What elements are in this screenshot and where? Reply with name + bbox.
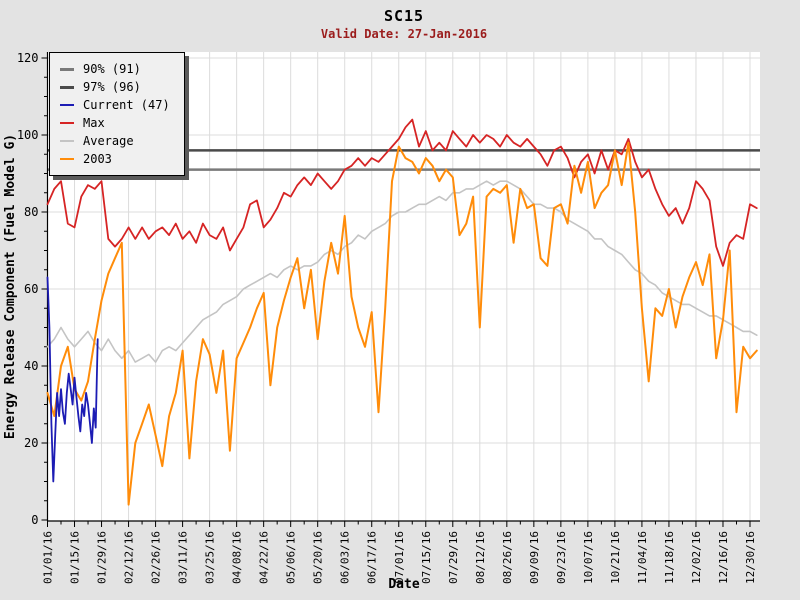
x-tick-label: 06/03/16 <box>339 531 352 584</box>
legend-item-2003: 2003 <box>60 150 170 168</box>
legend-item-90pct: 90% (91) <box>60 60 170 78</box>
x-tick-label: 01/15/16 <box>69 531 82 584</box>
y-tick-label: 60 <box>24 282 38 296</box>
x-tick-label: 05/20/16 <box>312 531 325 584</box>
x-tick-label: 07/15/16 <box>420 531 433 584</box>
legend-label: 2003 <box>83 152 112 166</box>
legend-item-97pct: 97% (96) <box>60 78 170 96</box>
legend-swatch-97pct <box>60 85 74 89</box>
x-tick-label: 06/17/16 <box>366 531 379 584</box>
x-tick-label: 09/23/16 <box>555 531 568 584</box>
x-tick-label: 04/22/16 <box>258 531 271 584</box>
x-tick-label: 07/01/16 <box>393 531 406 584</box>
x-tick-label: 05/06/16 <box>285 531 298 584</box>
x-tick-label: 02/26/16 <box>150 531 163 584</box>
series-line-current-47 <box>46 276 99 483</box>
legend-label: 97% (96) <box>83 80 141 94</box>
legend-item-max: Max <box>60 114 170 132</box>
legend-item-average: Average <box>60 132 170 150</box>
series-line-2003 <box>46 141 758 506</box>
legend-label: Average <box>83 134 134 148</box>
x-tick-label: 10/07/16 <box>582 531 595 584</box>
legend-swatch-average <box>60 139 74 143</box>
x-tick-label: 01/01/16 <box>42 531 55 584</box>
x-tick-label: 03/11/16 <box>177 531 190 584</box>
x-tick-label: 12/30/16 <box>744 531 757 584</box>
x-tick-label: 12/16/16 <box>717 531 730 584</box>
x-tick-label: 02/12/16 <box>123 531 136 584</box>
x-tick-label: 11/04/16 <box>636 531 649 584</box>
series-line-max <box>46 118 758 267</box>
valid-date-label: Valid Date: 27-Jan-2016 <box>320 27 488 41</box>
y-tick-label: 80 <box>24 205 38 219</box>
legend-label: 90% (91) <box>83 62 141 76</box>
y-tick-label: 20 <box>24 436 38 450</box>
x-tick-label: 12/02/16 <box>690 531 703 584</box>
x-tick-label: 08/26/16 <box>501 531 514 584</box>
x-tick-label: 03/25/16 <box>204 531 217 584</box>
x-tick-label: 10/21/16 <box>609 531 622 584</box>
legend-swatch-current <box>60 103 74 107</box>
x-tick-label: 08/12/16 <box>474 531 487 584</box>
chart-title: SC15 <box>383 7 425 25</box>
y-tick-label: 0 <box>31 513 38 527</box>
x-tick-label: 07/29/16 <box>447 531 460 584</box>
y-tick-label: 40 <box>24 359 38 373</box>
y-tick-label: 120 <box>17 51 39 65</box>
x-tick-label: 01/29/16 <box>96 531 109 584</box>
x-tick-label: 04/08/16 <box>231 531 244 584</box>
legend-label: Current (47) <box>83 98 170 112</box>
y-tick-label: 100 <box>17 128 39 142</box>
x-tick-label: 09/09/16 <box>528 531 541 584</box>
legend-swatch-max <box>60 121 74 125</box>
legend-swatch-90pct <box>60 67 74 71</box>
x-tick-label: 11/18/16 <box>663 531 676 584</box>
x-axis-title: Date <box>388 577 420 592</box>
legend-swatch-2003 <box>60 157 74 161</box>
y-axis-title: Energy Release Component (Fuel Model G) <box>3 134 18 439</box>
legend-item-current: Current (47) <box>60 96 170 114</box>
legend-label: Max <box>83 116 105 130</box>
legend: 90% (91) 97% (96) Current (47) Max Avera… <box>49 52 185 176</box>
